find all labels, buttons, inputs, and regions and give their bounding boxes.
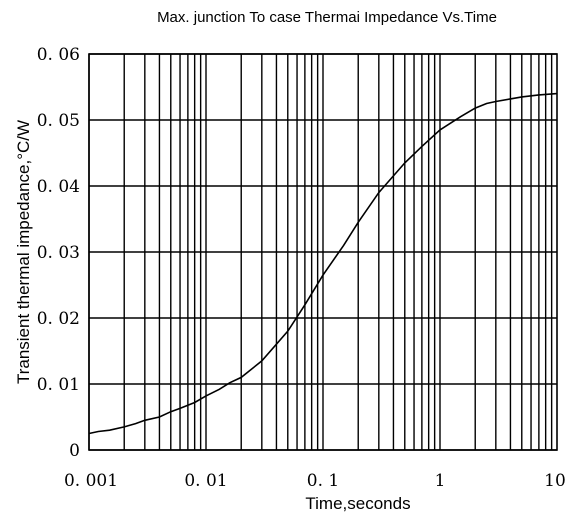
chart-title: Max. junction To case Thermai Impedance … — [157, 9, 497, 26]
x-tick-label: 0. 001 — [64, 471, 118, 491]
x-tick-label: 10 — [544, 471, 566, 491]
y-tick-label: 0. 04 — [37, 177, 80, 197]
y-tick-labels: 0 0. 01 0. 02 0. 03 0. 04 0. 05 0. 06 — [37, 45, 80, 461]
x-tick-label: 1 — [435, 471, 446, 491]
x-tick-labels: 0. 001 0. 01 0. 1 1 10 — [64, 471, 566, 491]
y-tick-label: 0. 05 — [37, 111, 80, 131]
plot-frame — [88, 53, 558, 451]
y-tick-label: 0. 03 — [37, 243, 80, 263]
x-tick-label: 0. 01 — [184, 471, 227, 491]
x-axis-label: Time,seconds — [305, 494, 410, 513]
y-tick-label: 0 — [69, 441, 80, 461]
y-tick-label: 0. 01 — [37, 375, 80, 395]
series-line-impedance — [88, 92, 558, 435]
y-tick-label: 0. 02 — [37, 309, 80, 329]
grid-lines — [88, 53, 557, 451]
y-tick-label: 0. 06 — [37, 45, 80, 65]
x-tick-label: 0. 1 — [307, 471, 339, 491]
y-axis-label: Transient thermal impedance,°C/W — [14, 120, 33, 384]
